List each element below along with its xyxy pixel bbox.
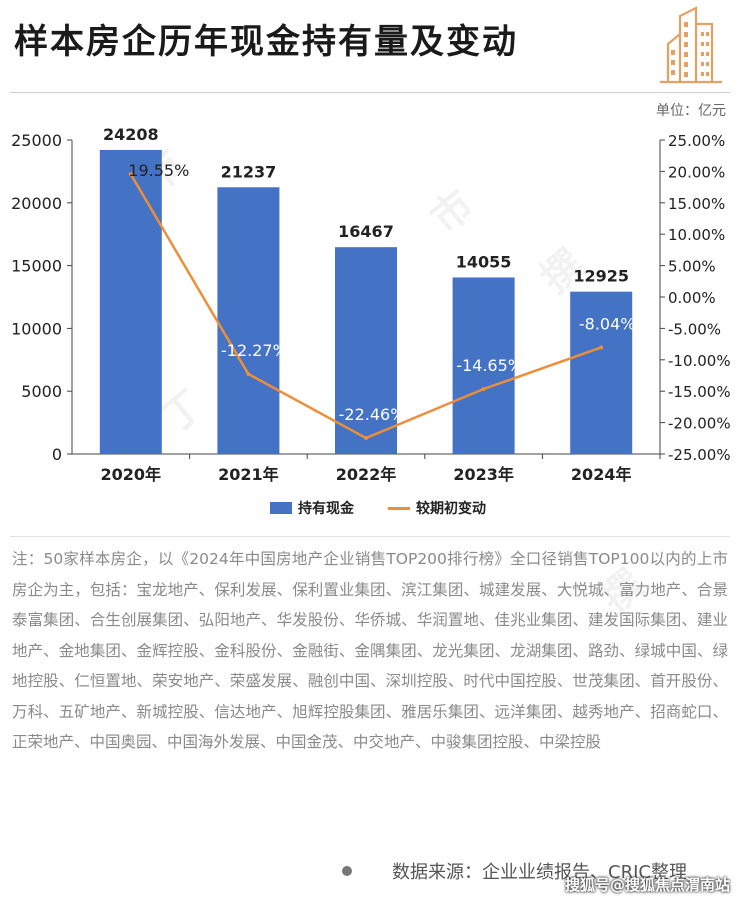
y2-tick-label: -20.00% [668,415,731,433]
y2-tick-label: 15.00% [668,195,725,213]
y-tick-label: 0 [52,445,62,464]
line-value-label: -8.04% [579,314,636,333]
y2-tick-label: 10.00% [668,226,725,244]
bar-value-label: 24208 [103,125,159,144]
y-tick-label: 20000 [11,194,62,213]
bar-value-label: 14055 [456,252,512,271]
y2-tick-label: 5.00% [668,258,716,276]
line-point [128,172,133,177]
x-tick-label: 2020年 [101,465,162,484]
legend-label-bar: 持有现金 [298,501,354,517]
y2-tick-label: 25.00% [668,132,725,150]
legend-swatch-bar [270,502,292,514]
bullet-dot-icon [342,866,352,876]
legend-label-line: 较期初变动 [416,501,486,517]
line-value-label: 19.55% [128,161,189,180]
title-divider [10,92,730,93]
bar-2023年 [452,277,515,454]
y2-tick-label: -15.00% [668,383,731,401]
x-tick-label: 2021年 [218,465,279,484]
source-text: 数据来源：企业业绩报告、CRIC整理 [392,862,687,883]
x-tick-label: 2022年 [336,465,397,484]
legend-swatch-line [388,506,410,510]
bar-value-label: 21237 [221,162,277,181]
unit-label: 单位：亿元 [656,103,726,119]
chart-legend: 持有现金 较期初变动 [270,496,486,520]
line-point [364,436,368,441]
page-title: 样本房企历年现金持有量及变动 [14,22,518,62]
building-logo-icon [660,6,722,84]
y-tick-label: 5000 [21,382,62,401]
bar-value-label: 12925 [573,267,629,286]
line-value-label: -12.27% [221,341,288,360]
line-point [599,345,604,350]
y2-tick-label: -5.00% [668,320,721,338]
line-point [246,372,251,377]
line-value-label: -22.46% [339,405,406,424]
y2-tick-label: 0.00% [668,289,716,307]
x-tick-label: 2023年 [453,465,514,484]
y-tick-label: 15000 [11,257,62,276]
x-tick-label: 2024年 [571,465,632,484]
bar-2022年 [335,247,397,454]
y2-tick-label: 20.00% [668,163,725,181]
data-source: 数据来源：企业业绩报告、CRIC整理 [342,858,687,884]
y2-tick-label: -10.00% [668,352,731,370]
note-divider [10,536,730,537]
footnote: 注：50家样本房企，以《2024年中国房地产企业销售TOP200排行榜》全口径销… [12,550,728,751]
bar-2021年 [217,187,280,454]
line-point [481,387,486,392]
y-tick-label: 25000 [11,131,62,150]
sohu-watermark: 搜狐号@搜狐焦点渭南站 [564,876,730,894]
bar-2020年 [99,149,162,455]
bar-2024年 [570,291,633,454]
y-tick-label: 10000 [11,319,62,338]
cash-holdings-chart: 0 5000 10000 15000 20000 25000 -25.00% -20.00% -… [11,125,731,484]
y2-tick-label: -25.00% [668,446,731,464]
line-value-label: -14.65% [456,356,523,375]
bar-value-label: 16467 [338,222,394,241]
